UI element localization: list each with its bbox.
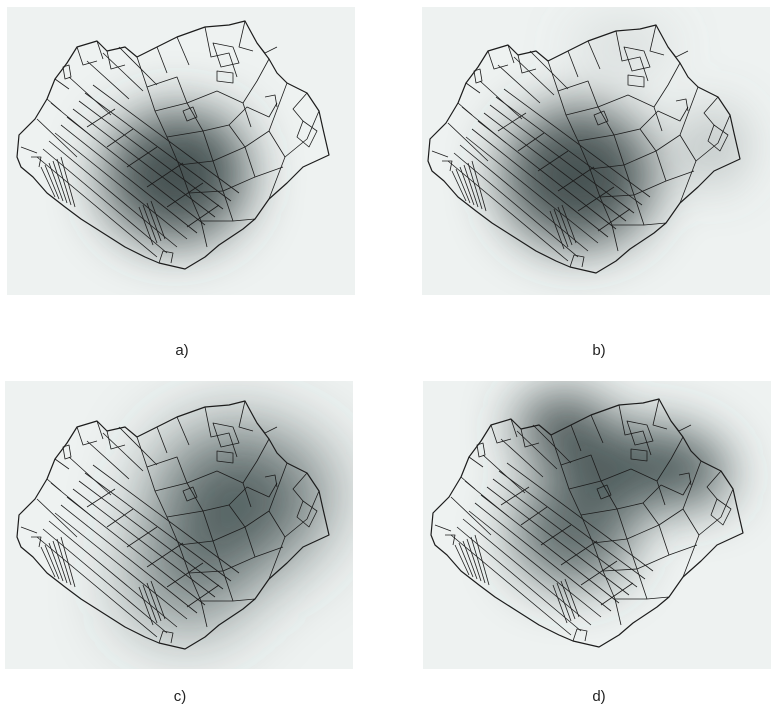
heatmap-panel-b (422, 7, 770, 295)
caption-d: d) (592, 688, 606, 705)
heatmap-a-graphic (7, 7, 355, 295)
heatmap-panel-c (5, 381, 353, 669)
hotspot-c (129, 429, 331, 629)
heatmap-d-graphic (423, 381, 771, 669)
caption-b: b) (592, 342, 606, 359)
caption-a: a) (175, 342, 189, 359)
heatmap-c-graphic (5, 381, 353, 669)
hotspot-d (513, 393, 729, 587)
heatmap-panel-d (423, 381, 771, 669)
caption-c: c) (173, 688, 187, 705)
heatmap-panel-a (7, 7, 355, 295)
hotspot-a (103, 111, 247, 243)
heatmap-b-graphic (422, 7, 770, 295)
